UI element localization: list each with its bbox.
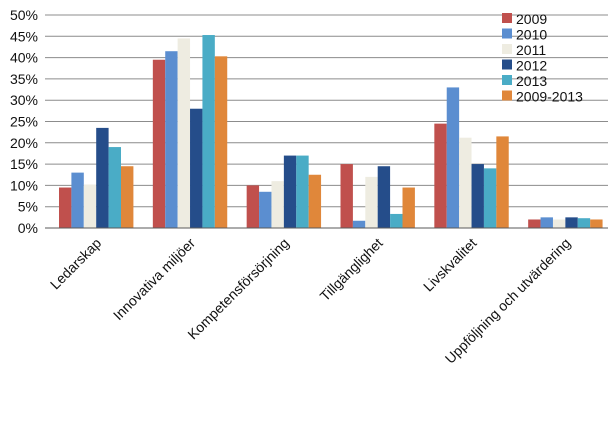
bar-2009 [340,164,353,228]
bar-2009 [528,219,541,228]
y-tick-label: 25% [10,114,38,130]
bar-2009-2013 [402,187,415,228]
y-tick-label: 20% [10,135,38,151]
y-tick-label: 30% [10,92,38,108]
bar-2011 [552,219,566,228]
category-label: Livskvalitet [420,235,480,295]
y-tick-label: 5% [18,199,38,215]
legend-label: 2011 [516,42,546,58]
legend-label: 2009 [516,11,547,27]
legend-swatch [502,28,512,39]
bar-2009-2013 [214,56,228,229]
bar-2012 [96,127,109,228]
bar-2010 [352,220,366,228]
bar-2009-2013 [121,166,134,228]
bar-2009 [246,185,260,228]
bar-2009-2013 [590,219,603,228]
bars [59,35,603,229]
gridlines [45,14,608,229]
y-tick-label: 40% [10,50,38,66]
bar-2013 [483,168,497,228]
legend-label: 2009-2013 [516,89,583,105]
legend-swatch [502,13,512,23]
bar-2012 [283,155,297,228]
category-label: Ledarskap [47,235,105,293]
bar-2009 [152,59,166,229]
bar-2011 [271,181,284,228]
y-tick-label: 45% [10,28,38,44]
y-tick-label: 35% [10,71,38,87]
category-label: Kompetensförsörjning [184,235,292,343]
legend-swatch [502,59,512,70]
y-axis-ticks: 0% 5% 10% 15% 20% 25% 30% 35% 40% 45% 50% [10,7,38,236]
bar-2013 [202,35,215,228]
bar-2013 [577,218,591,228]
legend-label: 2010 [516,27,547,43]
bar-2011 [177,38,191,229]
bar-2012 [190,108,203,228]
bar-2012 [565,217,578,228]
category-label: Tillgänglighet [317,235,386,304]
bar-2012 [377,166,391,228]
bar-2010 [71,172,84,228]
bar-2012 [471,164,484,228]
bar-2013 [296,155,309,228]
category-label: Innovativa miljöer [110,235,199,324]
bar-2010 [540,217,553,228]
bar-2013 [108,147,121,228]
legend-label: 2012 [516,58,547,74]
bar-2010 [259,191,272,228]
bar-2009-2013 [308,174,322,228]
bar-2010 [165,51,178,229]
bar-2011 [459,137,472,228]
bar-2011 [365,176,378,228]
legend-swatch [502,44,512,54]
bar-2010 [446,87,460,228]
y-tick-label: 15% [10,156,38,172]
legend-label: 2013 [516,73,547,89]
bar-2009-2013 [496,136,509,228]
y-tick-label: 10% [10,177,38,193]
category-labels: Ledarskap Innovativa miljöerKompetensförs… [47,235,574,367]
y-tick-label: 0% [18,220,38,236]
bar-2009 [434,123,447,228]
bar-2013 [390,213,403,228]
bar-2011 [83,184,97,228]
legend-swatch [502,90,512,101]
legend-swatch [502,75,512,85]
bar-2009 [59,187,72,228]
y-tick-label: 50% [10,7,38,23]
